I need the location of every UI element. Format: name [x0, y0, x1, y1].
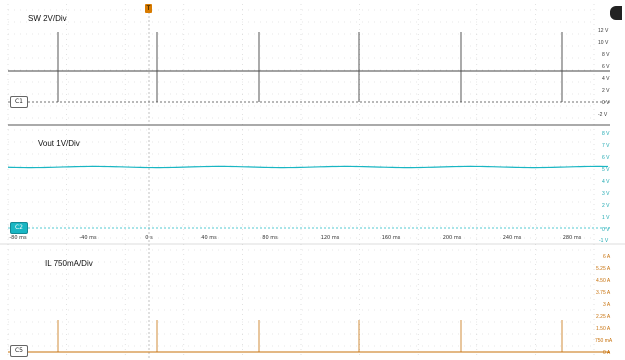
il-scale-tick-3-75a: 3.75 A [596, 290, 611, 296]
vout-scale-tick-6v: 6 V [602, 155, 610, 161]
time-tick-neg40ms: -40 ms [79, 235, 97, 241]
sw-scale-tick-10v: 10 V [598, 40, 609, 46]
channel-tag-c1[interactable]: C1 [10, 96, 28, 108]
time-tick-neg80ms: -80 ms [9, 235, 27, 241]
sw-scale-tick-8v: 8 V [602, 52, 610, 58]
il-scale-tick-6a: 6 A [603, 254, 611, 260]
time-tick-200ms: 200 ms [442, 235, 462, 241]
time-tick-80ms: 80 ms [262, 235, 278, 241]
vout-scale-tick-7v: 7 V [602, 143, 610, 149]
time-tick-0s: 0 s [145, 235, 153, 241]
time-tick-160ms: 160 ms [381, 235, 401, 241]
time-tick-120ms: 120 ms [320, 235, 340, 241]
vout-scale-tick-1v: 1 V [602, 215, 610, 221]
vout-scale-tick-0v: 0 V [602, 227, 610, 233]
sw-scale-tick-0v: 0 V [602, 100, 610, 106]
il-scale-tick-4-50a: 4.50 A [596, 278, 611, 284]
vout-scale-tick-2v: 2 V [602, 203, 610, 209]
vout-waveform [7, 165, 609, 169]
sw-scale-tick-4v: 4 V [602, 76, 610, 82]
sw-channel-title: SW 2V/Div [28, 14, 67, 23]
time-tick-280ms: 280 ms [562, 235, 582, 241]
vout-scale-tick-4v: 4 V [602, 179, 610, 185]
time-tick-40ms: 40 ms [201, 235, 217, 241]
vout-channel-title: Vout 1V/Div [38, 139, 80, 148]
il-channel-title: IL 750mA/Div [45, 259, 93, 268]
vout-scale-tick-8v: 8 V [602, 131, 610, 137]
sw-scale-tick-12v: 12 V [598, 28, 609, 34]
il-scale-tick-5-25a: 5.25 A [596, 266, 611, 272]
il-scale-tick-750ma: 750 mA [595, 338, 613, 344]
time-tick-240ms: 240 ms [502, 235, 522, 241]
vout-scale-tick-5v: 5 V [602, 167, 610, 173]
sw-scale-tick-2v: 2 V [602, 88, 610, 94]
vout-scale-tick-3v: 3 V [602, 191, 610, 197]
trigger-marker[interactable]: T [145, 4, 152, 13]
vout-scale-tick-neg1v: -1 V [599, 238, 609, 244]
channel-tag-c2[interactable]: C2 [10, 222, 28, 234]
il-scale-tick-1-50a: 1.50 A [596, 326, 611, 332]
il-scale-tick-3a: 3 A [603, 302, 611, 308]
right-scroll-marker[interactable] [610, 6, 622, 20]
channel-tag-c5[interactable]: C5 [10, 345, 28, 357]
il-scale-tick-0a: 0 A [603, 350, 611, 356]
sw-scale-tick-neg2v: -2 V [598, 112, 608, 118]
sw-scale-tick-6v: 6 V [602, 64, 610, 70]
il-scale-tick-2-25a: 2.25 A [596, 314, 611, 320]
